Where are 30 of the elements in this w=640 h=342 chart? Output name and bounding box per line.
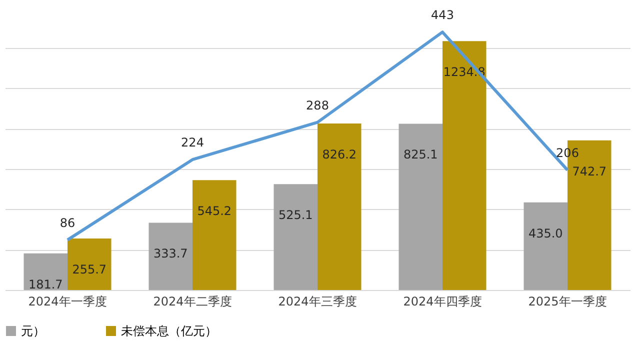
data-label: 224 xyxy=(181,136,204,150)
legend-label: 未偿本息（亿元） xyxy=(121,324,217,338)
data-label: 742.7 xyxy=(572,164,607,178)
data-label: 443 xyxy=(431,8,454,22)
bar xyxy=(318,123,362,290)
x-tick-label: 2024年一季度 xyxy=(28,294,107,308)
bar xyxy=(68,238,112,290)
bar xyxy=(24,253,68,290)
data-label: 825.1 xyxy=(403,148,438,162)
x-tick-label: 2024年三季度 xyxy=(278,294,357,308)
data-label: 435.0 xyxy=(528,226,563,240)
data-label: 86 xyxy=(60,216,76,230)
bar xyxy=(524,202,568,290)
bar xyxy=(274,184,318,290)
data-label: 288 xyxy=(306,98,329,112)
bar xyxy=(148,222,192,290)
data-label: 545.2 xyxy=(197,204,232,218)
data-label: 206 xyxy=(556,146,579,160)
x-tick-label: 2024年四季度 xyxy=(403,294,482,308)
data-label: 181.7 xyxy=(28,277,63,292)
data-label: 255.7 xyxy=(72,262,107,276)
data-label: 333.7 xyxy=(153,246,188,261)
x-tick-label: 2024年二季度 xyxy=(153,294,232,308)
bar xyxy=(442,41,486,290)
legend-label: 元） xyxy=(21,324,45,338)
data-label: 525.1 xyxy=(278,208,313,222)
bar xyxy=(398,124,442,290)
bar xyxy=(192,180,236,290)
x-tick-label: 2025年一季度 xyxy=(528,294,607,308)
data-label: 826.2 xyxy=(322,147,357,162)
